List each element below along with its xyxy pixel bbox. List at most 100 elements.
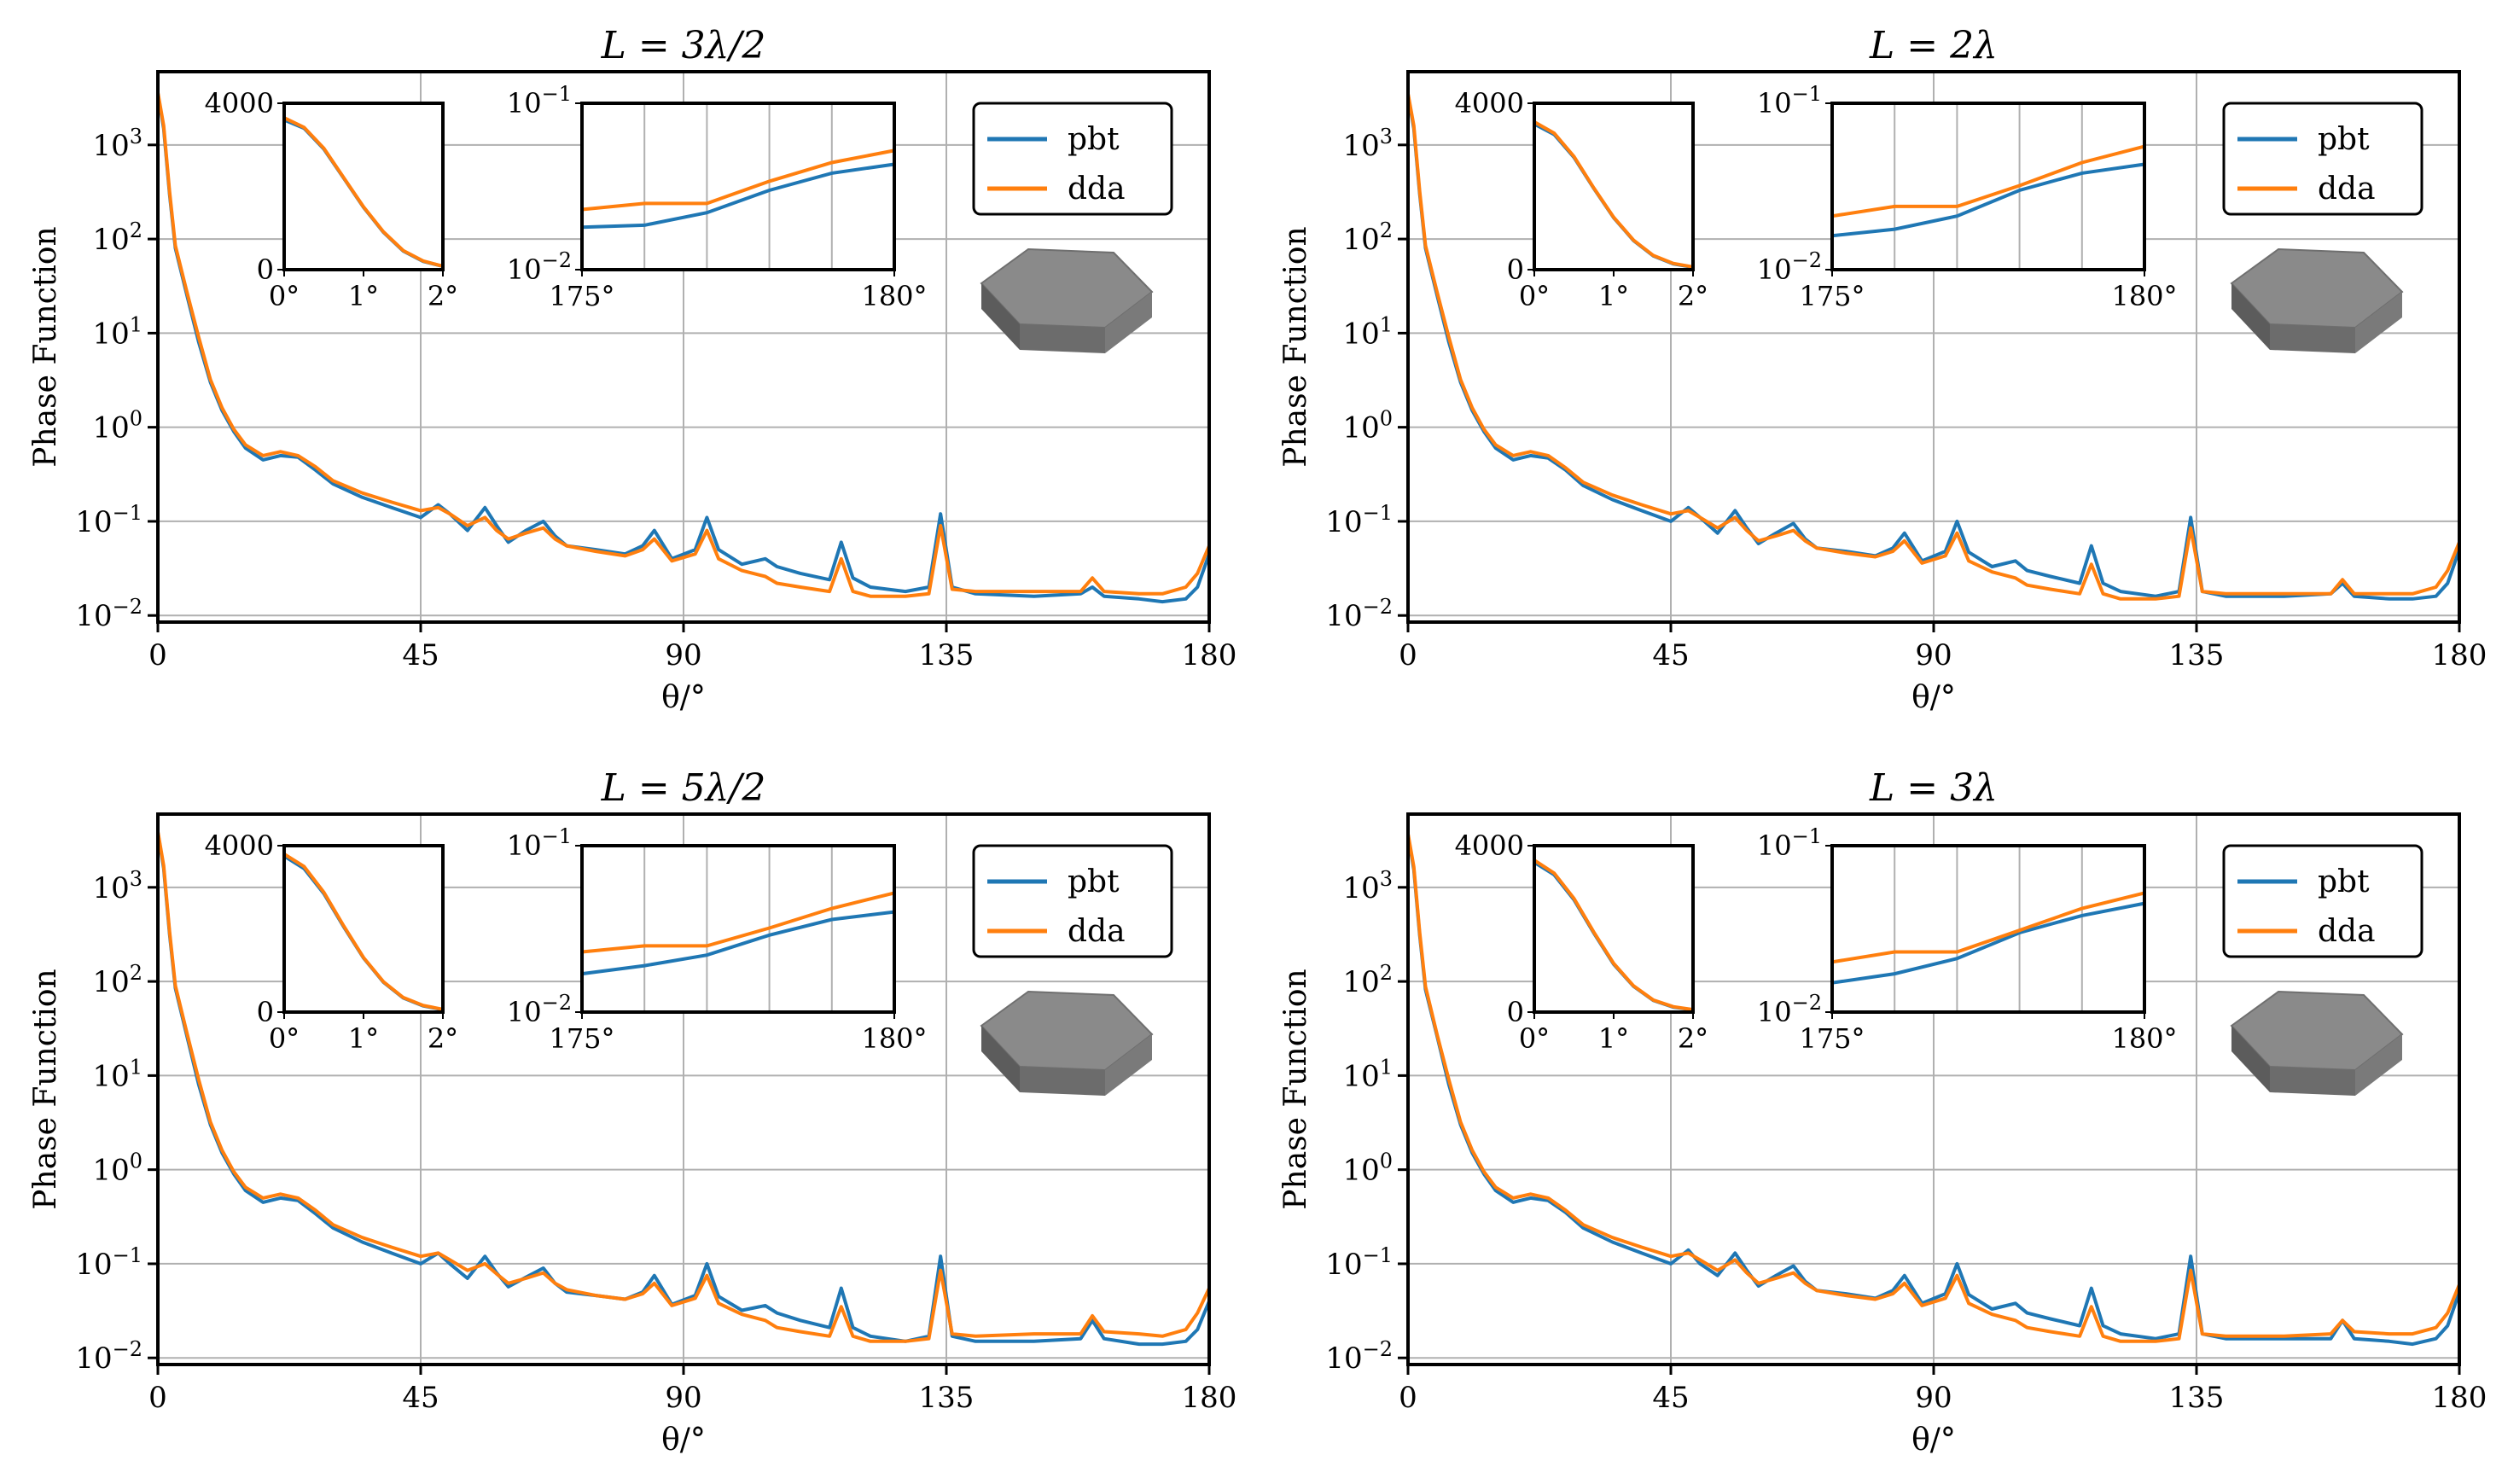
inset-y-tick-label: 0 bbox=[1507, 253, 1524, 286]
chart-panel-3: L = 5λ/2 0 45 90 135 180 10−2 10−1 100 101 102 103 θ… bbox=[28, 766, 1236, 1458]
hexagonal-plate-illustration bbox=[2230, 247, 2404, 353]
inset-x-tick-label: 1° bbox=[1598, 280, 1629, 312]
plate-side-face bbox=[2231, 1026, 2270, 1092]
inset-x-tick-label: 2° bbox=[428, 1022, 458, 1055]
inset-y-tick-label: 10−1 bbox=[507, 82, 572, 119]
plate-front-face bbox=[2270, 1067, 2355, 1096]
inset-x-tick-label: 0° bbox=[269, 280, 300, 312]
inset-y-tick-label: 10−2 bbox=[1757, 248, 1822, 286]
y-tick-label: 100 bbox=[1342, 1149, 1393, 1188]
series-line-dda bbox=[156, 92, 1211, 598]
inset-y-tick-label: 10−2 bbox=[507, 248, 572, 286]
x-tick-label: 45 bbox=[402, 638, 439, 672]
y-tick-label: 10−1 bbox=[75, 501, 143, 539]
y-tick-label: 10−2 bbox=[1325, 1337, 1393, 1376]
y-tick-label: 103 bbox=[92, 125, 143, 163]
plate-front-face bbox=[1020, 324, 1105, 353]
y-tick-label: 100 bbox=[92, 1149, 143, 1188]
plate-side-face bbox=[981, 283, 1020, 350]
inset-series-line-pbt bbox=[581, 910, 895, 976]
plate-front-face bbox=[1020, 1067, 1105, 1096]
legend-label-dda: dda bbox=[2318, 914, 2376, 949]
legend-label-pbt: pbt bbox=[1068, 122, 1120, 157]
x-tick-label: 45 bbox=[402, 1381, 439, 1415]
chart-title: L = 5λ/2 bbox=[601, 766, 766, 810]
x-tick-label: 90 bbox=[1915, 1381, 1952, 1415]
inset-background bbox=[1534, 846, 1693, 1012]
inset-frame bbox=[1830, 844, 2146, 1014]
x-tick-label: 0 bbox=[148, 1381, 167, 1415]
hexagonal-plate-illustration bbox=[980, 990, 1154, 1096]
inset-frame bbox=[580, 102, 896, 271]
y-tick-label: 10−2 bbox=[75, 1337, 143, 1376]
plate-right-face bbox=[2355, 292, 2402, 353]
y-tick-label: 10−2 bbox=[1325, 595, 1393, 633]
inset-2: 175° 180° 10−2 10−1 bbox=[1757, 824, 2178, 1055]
y-tick-label: 101 bbox=[1342, 312, 1393, 351]
series-line-dda bbox=[156, 831, 1211, 1343]
plate-front-face bbox=[2270, 324, 2355, 353]
inset-x-tick-label: 0° bbox=[269, 1022, 300, 1055]
y-tick-label: 103 bbox=[1342, 125, 1393, 163]
y-tick-label: 102 bbox=[92, 218, 143, 257]
inset-x-tick-label: 2° bbox=[1678, 280, 1708, 312]
inset-2: 175° 180° 10−2 10−1 bbox=[507, 82, 928, 312]
x-tick-label: 180 bbox=[2432, 638, 2487, 672]
inset-y-tick-label: 10−2 bbox=[1757, 991, 1822, 1028]
inset-series-line-dda bbox=[1831, 144, 2145, 218]
chart-panel-1: L = 3λ/2 0 45 90 135 180 10−2 10−1 100 101 102 103 θ… bbox=[28, 24, 1236, 715]
x-tick-label: 180 bbox=[1182, 638, 1237, 672]
y-tick-label: 10−2 bbox=[75, 595, 143, 633]
y-axis-label: Phase Function bbox=[1278, 226, 1313, 467]
inset-y-tick-label: 10−1 bbox=[1757, 82, 1822, 119]
inset-x-tick-label: 180° bbox=[2111, 280, 2177, 312]
y-tick-label: 103 bbox=[1342, 867, 1393, 905]
y-tick-label: 10−1 bbox=[75, 1243, 143, 1282]
inset-series-line-dda bbox=[1831, 891, 2145, 964]
inset-x-tick-label: 175° bbox=[549, 280, 614, 312]
inset-background bbox=[284, 103, 443, 270]
chart-panel-2: L = 2λ 0 45 90 135 180 10−2 10−1 100 101 102 103 θ/°… bbox=[1278, 24, 2487, 715]
inset-1: 0° 1° 2° 0 4000 bbox=[1455, 87, 1709, 312]
inset-background bbox=[1832, 103, 2144, 270]
inset-x-tick-label: 180° bbox=[861, 1022, 927, 1055]
x-tick-label: 135 bbox=[2169, 1381, 2225, 1415]
x-axis-label: θ/° bbox=[1911, 1423, 1956, 1458]
hexagonal-plate-illustration bbox=[980, 247, 1154, 353]
inset-background bbox=[582, 846, 894, 1012]
inset-1: 0° 1° 2° 0 4000 bbox=[205, 87, 459, 312]
x-tick-label: 90 bbox=[1915, 638, 1952, 672]
inset-frame bbox=[580, 844, 896, 1014]
inset-series-line-pbt bbox=[1831, 162, 2145, 238]
x-tick-label: 45 bbox=[1652, 638, 1689, 672]
hexagonal-plate-illustration bbox=[2230, 990, 2404, 1096]
series-line-dda bbox=[1406, 833, 2461, 1343]
series-line-dda bbox=[1406, 93, 2461, 601]
chart-panel-4: L = 3λ 0 45 90 135 180 10−2 10−1 100 101 102 103 θ/°… bbox=[1278, 766, 2487, 1458]
plate-right-face bbox=[2355, 1034, 2402, 1096]
inset-2: 175° 180° 10−2 10−1 bbox=[1757, 82, 2178, 312]
chart-title: L = 2λ bbox=[1869, 24, 1998, 67]
inset-x-tick-label: 180° bbox=[2111, 1022, 2177, 1055]
chart-title: L = 3λ/2 bbox=[601, 24, 766, 67]
y-axis-label: Phase Function bbox=[1278, 969, 1313, 1209]
inset-series-line-pbt bbox=[581, 162, 895, 230]
inset-x-tick-label: 1° bbox=[348, 1022, 379, 1055]
inset-y-tick-label: 4000 bbox=[1455, 829, 1524, 862]
inset-2: 175° 180° 10−2 10−1 bbox=[507, 824, 928, 1055]
inset-x-tick-label: 1° bbox=[1598, 1022, 1629, 1055]
plate-side-face bbox=[2231, 283, 2270, 350]
y-tick-label: 102 bbox=[1342, 218, 1393, 257]
legend-label-dda: dda bbox=[1068, 914, 1126, 949]
y-tick-label: 10−1 bbox=[1325, 1243, 1393, 1282]
inset-y-tick-label: 4000 bbox=[205, 829, 274, 862]
inset-series-line-pbt bbox=[1831, 901, 2145, 985]
legend: pbt dda bbox=[972, 102, 1173, 216]
x-tick-label: 135 bbox=[919, 1381, 975, 1415]
inset-y-tick-label: 0 bbox=[257, 253, 274, 286]
inset-series-line-dda bbox=[581, 148, 895, 212]
inset-series-line-dda bbox=[1533, 120, 1694, 269]
x-tick-label: 0 bbox=[1399, 638, 1417, 672]
plate-side-face bbox=[981, 1026, 1020, 1092]
